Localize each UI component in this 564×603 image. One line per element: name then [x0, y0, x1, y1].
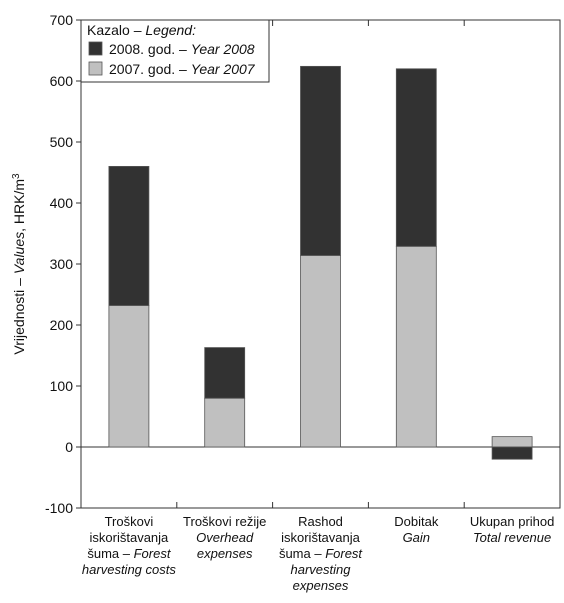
bar-series-0-cat-0 — [108, 305, 150, 448]
x-category-label: Dobitak Gain — [394, 514, 439, 545]
y-tick-label: 300 — [50, 256, 74, 272]
bar-series-0-cat-1 — [204, 397, 246, 448]
bar-series-0-cat-3 — [395, 245, 437, 448]
bar-series-1-cat-3 — [395, 68, 437, 247]
y-tick-label: 400 — [50, 195, 74, 211]
legend-label-0: 2007. god. – Year 2007 — [109, 61, 256, 77]
legend-swatch-1 — [88, 41, 103, 56]
y-tick-label: -100 — [45, 500, 73, 516]
bar-series-1-cat-1 — [204, 347, 246, 399]
y-tick-label: 200 — [50, 317, 74, 333]
bar-series-0-cat-2 — [300, 255, 341, 448]
bar-series-1-cat-4 — [491, 446, 533, 460]
y-tick-label: 0 — [65, 439, 73, 455]
x-category-label: Troškovi iskorištavanja šuma – Forest harve… — [82, 514, 176, 577]
y-tick-label: 100 — [50, 378, 74, 394]
legend-swatch-0 — [88, 61, 103, 76]
bar-series-1-cat-0 — [108, 165, 150, 306]
y-tick-label: 700 — [50, 12, 74, 28]
x-category-label: Troškovi režije Overhead expenses — [183, 514, 266, 561]
x-category-label: Ukupan prihod Total revenue — [470, 514, 555, 545]
legend-title: Kazalo – Legend: — [87, 22, 196, 38]
y-axis-label: Vrijednosti – Values, HRK/m3 — [11, 173, 28, 355]
legend-box — [80, 19, 270, 83]
x-category-label: Rashod iskorištavanja šuma – Forest harvest… — [279, 514, 363, 593]
y-tick-label: 500 — [50, 134, 74, 150]
bar-series-0-cat-4 — [491, 436, 533, 448]
y-tick-label: 600 — [50, 73, 74, 89]
bar-series-1-cat-2 — [300, 65, 341, 256]
legend-label-1: 2008. god. – Year 2008 — [109, 41, 255, 57]
